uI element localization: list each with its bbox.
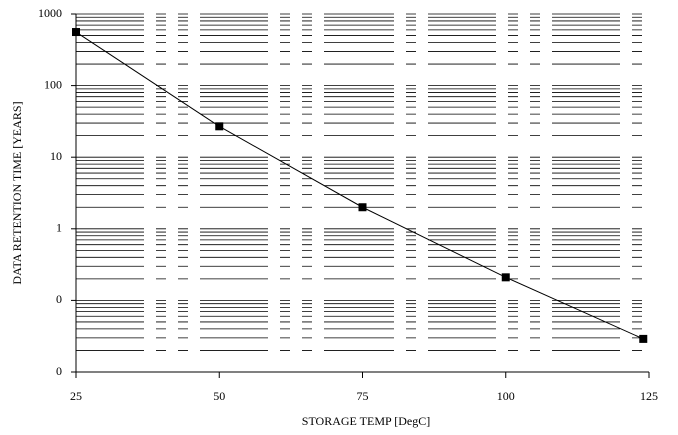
data-point — [501, 273, 510, 282]
x-axis-label: STORAGE TEMP [DegC] — [302, 414, 430, 428]
x-tick-label: 100 — [497, 389, 515, 403]
y-tick-label: 0 — [56, 292, 62, 306]
data-point — [639, 334, 648, 343]
y-tick-label: 1 — [56, 221, 62, 235]
x-tick-label: 25 — [70, 389, 82, 403]
x-tick-label: 125 — [640, 389, 658, 403]
y-axis-label: DATA RETENTION TIME [YEARS] — [10, 101, 24, 284]
y-tick-label: 0 — [56, 364, 62, 378]
y-tick-label: 100 — [44, 77, 62, 91]
y-tick-label: 1000 — [38, 6, 62, 20]
data-point — [72, 28, 80, 37]
x-tick-label: 50 — [213, 389, 225, 403]
y-tick-label: 10 — [50, 149, 62, 163]
data-point — [215, 122, 224, 131]
data-point — [358, 203, 367, 212]
x-tick-label: 75 — [357, 389, 369, 403]
